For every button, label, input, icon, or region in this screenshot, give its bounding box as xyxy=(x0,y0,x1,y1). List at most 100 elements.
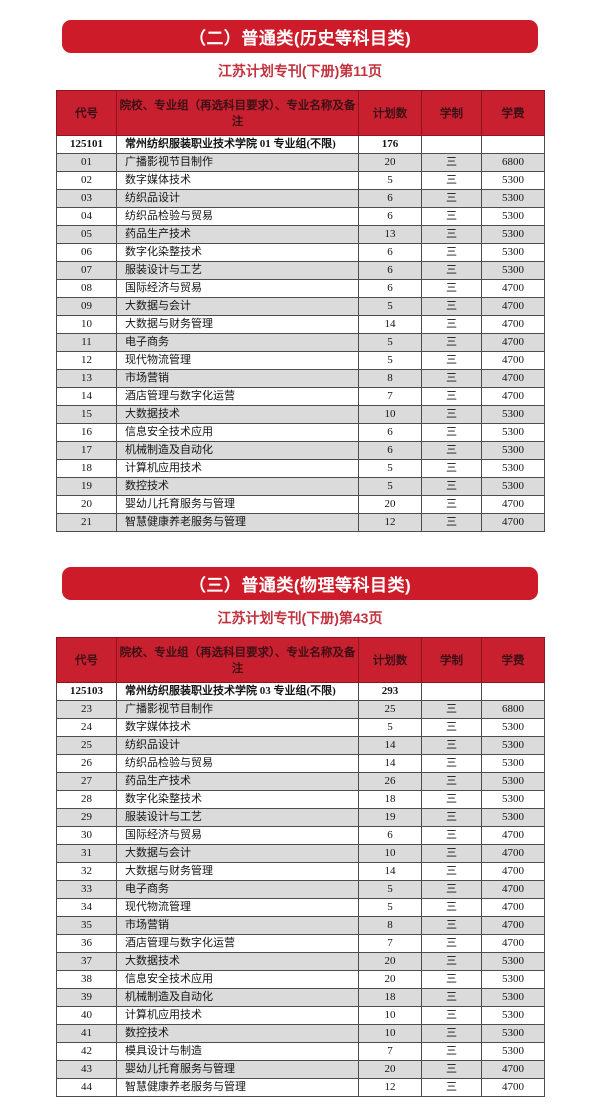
cell-years: 三 xyxy=(421,441,482,460)
table-row: 32 大数据与财务管理 14 三 4700 xyxy=(56,862,545,881)
cell-plan: 6 xyxy=(358,423,422,442)
cell-plan: 5 xyxy=(358,351,422,370)
cell-fee: 5300 xyxy=(481,243,545,262)
table-row: 38 信息安全技术应用 20 三 5300 xyxy=(56,970,545,989)
cell-code: 14 xyxy=(56,387,117,406)
cell-plan: 18 xyxy=(358,988,422,1007)
table-row: 28 数字化染整技术 18 三 5300 xyxy=(56,790,545,809)
cell-name: 智慧健康养老服务与管理 xyxy=(116,1078,359,1097)
cell-code: 12 xyxy=(56,351,117,370)
cell-fee: 4700 xyxy=(481,351,545,370)
cell-years: 三 xyxy=(421,700,482,719)
cell-code: 32 xyxy=(56,862,117,881)
plan-table: 代号 院校、专业组（再选科目要求）、专业名称及备注 计划数 学制 学费 1251… xyxy=(56,90,545,532)
cell-plan: 6 xyxy=(358,207,422,226)
cell-years: 三 xyxy=(421,826,482,845)
table-row: 34 现代物流管理 5 三 4700 xyxy=(56,898,545,917)
table-row: 20 婴幼儿托育服务与管理 20 三 4700 xyxy=(56,495,545,514)
table-row: 31 大数据与会计 10 三 4700 xyxy=(56,844,545,863)
cell-plan: 18 xyxy=(358,790,422,809)
cell-code: 26 xyxy=(56,754,117,773)
cell-years: 三 xyxy=(421,1006,482,1025)
cell-plan: 6 xyxy=(358,279,422,298)
cell-name: 药品生产技术 xyxy=(116,225,359,244)
cell-fee: 5300 xyxy=(481,189,545,208)
cell-fee: 5300 xyxy=(481,988,545,1007)
cell-name: 现代物流管理 xyxy=(116,351,359,370)
table-row: 39 机械制造及自动化 18 三 5300 xyxy=(56,988,545,1007)
cell-plan: 7 xyxy=(358,934,422,953)
cell-code: 20 xyxy=(56,495,117,514)
col-header-plan: 计划数 xyxy=(358,637,422,683)
cell-name: 数控技术 xyxy=(116,1024,359,1043)
cell-years: 三 xyxy=(421,1024,482,1043)
cell-fee: 4700 xyxy=(481,333,545,352)
table-row: 04 纺织品检验与贸易 6 三 5300 xyxy=(56,207,545,226)
cell-name: 数字媒体技术 xyxy=(116,718,359,737)
cell-fee: 5300 xyxy=(481,718,545,737)
table-row: 23 广播影视节目制作 25 三 6800 xyxy=(56,700,545,719)
cell-name: 纺织品检验与贸易 xyxy=(116,754,359,773)
cell-code: 17 xyxy=(56,441,117,460)
cell-fee: 5300 xyxy=(481,423,545,442)
cell-name: 计算机应用技术 xyxy=(116,1006,359,1025)
cell-fee: 5300 xyxy=(481,225,545,244)
cell-years: 三 xyxy=(421,171,482,190)
cell-fee: 5300 xyxy=(481,754,545,773)
table-row: 43 婴幼儿托育服务与管理 20 三 4700 xyxy=(56,1060,545,1079)
cell-years: 三 xyxy=(421,898,482,917)
table-row: 36 酒店管理与数字化运营 7 三 4700 xyxy=(56,934,545,953)
cell-name: 酒店管理与数字化运营 xyxy=(116,934,359,953)
cell-code: 31 xyxy=(56,844,117,863)
cell-name: 电子商务 xyxy=(116,880,359,899)
cell-years: 三 xyxy=(421,351,482,370)
cell-years: 三 xyxy=(421,207,482,226)
cell-plan: 6 xyxy=(358,261,422,280)
table-row: 15 大数据技术 10 三 5300 xyxy=(56,405,545,424)
cell-fee: 4700 xyxy=(481,880,545,899)
col-header-years: 学制 xyxy=(421,637,482,683)
table-row: 10 大数据与财务管理 14 三 4700 xyxy=(56,315,545,334)
cell-years: 三 xyxy=(421,862,482,881)
cell-years: 三 xyxy=(421,423,482,442)
cell-years: 三 xyxy=(421,459,482,478)
cell-plan: 5 xyxy=(358,333,422,352)
cell-plan: 5 xyxy=(358,477,422,496)
cell-name: 大数据与会计 xyxy=(116,297,359,316)
cell-fee: 5300 xyxy=(481,808,545,827)
col-header-plan: 计划数 xyxy=(358,90,422,136)
cell-years: 三 xyxy=(421,772,482,791)
cell-plan: 10 xyxy=(358,844,422,863)
cell-code: 04 xyxy=(56,207,117,226)
cell-fee: 5300 xyxy=(481,1006,545,1025)
cell-plan: 26 xyxy=(358,772,422,791)
cell-code: 07 xyxy=(56,261,117,280)
cell-plan: 14 xyxy=(358,754,422,773)
cell-plan: 7 xyxy=(358,1042,422,1061)
cell-years: 三 xyxy=(421,513,482,532)
table-row: 18 计算机应用技术 5 三 5300 xyxy=(56,459,545,478)
table-row: 03 纺织品设计 6 三 5300 xyxy=(56,189,545,208)
cell-fee: 5300 xyxy=(481,970,545,989)
section-subtitle: 江苏计划专刊(下册)第43页 xyxy=(217,610,383,626)
cell-fee: 5300 xyxy=(481,772,545,791)
cell-name: 大数据技术 xyxy=(116,952,359,971)
cell-code: 28 xyxy=(56,790,117,809)
plan-table: 代号 院校、专业组（再选科目要求）、专业名称及备注 计划数 学制 学费 1251… xyxy=(56,637,545,1097)
cell-name: 数字化染整技术 xyxy=(116,790,359,809)
cell-code: 35 xyxy=(56,916,117,935)
cell-years: 三 xyxy=(421,477,482,496)
cell-years: 三 xyxy=(421,315,482,334)
cell-fee: 4700 xyxy=(481,898,545,917)
table-row: 01 广播影视节目制作 20 三 6800 xyxy=(56,153,545,172)
table-row: 41 数控技术 10 三 5300 xyxy=(56,1024,545,1043)
cell-name: 国际经济与贸易 xyxy=(116,826,359,845)
table-row: 06 数字化染整技术 6 三 5300 xyxy=(56,243,545,262)
table-row: 11 电子商务 5 三 4700 xyxy=(56,333,545,352)
cell-years: 三 xyxy=(421,880,482,899)
cell-years: 三 xyxy=(421,988,482,1007)
cell-years: 三 xyxy=(421,225,482,244)
cell-plan: 7 xyxy=(358,387,422,406)
cell-fee: 6800 xyxy=(481,153,545,172)
cell-name: 酒店管理与数字化运营 xyxy=(116,387,359,406)
